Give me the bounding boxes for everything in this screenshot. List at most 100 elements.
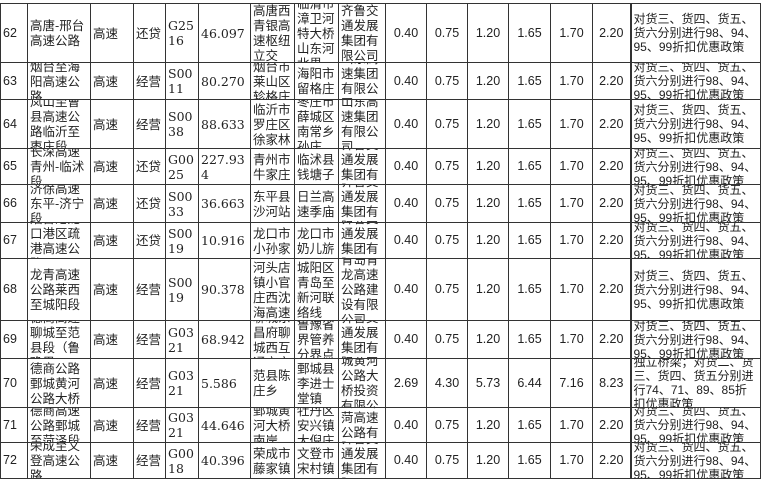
toll-rate: 0.75 — [434, 25, 460, 40]
charge-type: 还贷 — [136, 196, 162, 211]
road-name: 烟台至海阳高速公路 — [30, 63, 81, 99]
toll-rate-cell: 0.75 — [426, 184, 468, 223]
road-type-cell: 高速 — [90, 222, 134, 259]
toll-rate: 1.65 — [517, 25, 542, 40]
toll-rate-cell: 2.20 — [592, 148, 631, 185]
toll-rate: 1.70 — [559, 196, 584, 210]
toll-rate-cell: 0.75 — [426, 222, 468, 259]
road-code-cell: S0038 — [165, 99, 199, 149]
row-number: 67 — [3, 233, 17, 247]
toll-rate: 1.20 — [475, 233, 501, 247]
toll-rate-cell: 0.40 — [385, 3, 427, 63]
road-code-cell: G2516 — [165, 3, 199, 63]
start-point: 鄄城黄河大桥南岸 — [253, 408, 291, 442]
toll-rate-cell: 1.70 — [550, 184, 593, 223]
road-type-cell: 高速 — [90, 148, 134, 185]
toll-rate-cell: 1.70 — [550, 258, 593, 321]
road-name-cell: 济徐高速东平-济宁段 — [27, 184, 91, 223]
charge-type-cell: 经营 — [133, 99, 166, 149]
road-name-cell: 烟台至海阳高速公路 — [27, 62, 91, 100]
toll-rate: 1.65 — [517, 332, 542, 346]
road-length: 40.396 — [201, 453, 245, 468]
toll-rate: 0.40 — [393, 233, 419, 247]
road-type: 高速 — [93, 233, 119, 248]
end-point-cell: 日兰高速季庙 — [294, 184, 339, 223]
operating-company: 齐鲁交通发展集团有限公司 — [341, 444, 379, 478]
toll-rate-cell: 0.40 — [385, 148, 427, 185]
end-point: 文登市宋村镇 — [297, 445, 335, 476]
road-type: 高速 — [93, 25, 119, 41]
road-type-cell: 高速 — [90, 62, 134, 100]
road-length: 80.270 — [201, 73, 245, 89]
toll-rate: 0.40 — [393, 453, 419, 467]
toll-rate: 1.20 — [475, 417, 501, 432]
road-name-cell: 烟台港龙口港区疏港高速公路 — [27, 222, 91, 259]
row-number-cell: 62 — [0, 3, 28, 63]
toll-rate-cell: 1.70 — [550, 222, 593, 259]
operating-company-cell: 齐鲁交通发展集团有限公司 — [338, 222, 386, 259]
toll-rate-cell: 0.40 — [385, 222, 427, 259]
row-number-cell: 65 — [0, 148, 28, 185]
end-point-cell: 临沭县钱塘子 — [294, 148, 339, 185]
road-type-cell: 高速 — [90, 407, 134, 443]
road-code: S0011 — [168, 66, 193, 96]
road-type: 高速 — [93, 453, 119, 468]
toll-rate: 1.20 — [475, 73, 501, 88]
charge-type: 还贷 — [136, 25, 162, 41]
toll-rate-cell: 2.20 — [592, 320, 631, 359]
discount-policy: 对货三、货四、货五、货六分别进行98、94、95、99折扣优惠政策 — [633, 408, 757, 442]
operating-company-cell: 山东鄄菏高速公路有限公司 — [338, 407, 386, 443]
toll-rate-cell: 4.30 — [426, 358, 468, 408]
start-point-cell: 荣成市藤家镇 — [250, 442, 295, 479]
toll-rate-cell: 1.20 — [467, 184, 509, 223]
road-code: S0038 — [168, 109, 193, 139]
discount-policy-cell: 对货三、货四、货五、货六分别进行98、94、95、99折扣优惠政策 — [629, 184, 761, 223]
toll-rate: 0.75 — [434, 282, 460, 296]
toll-rate-cell: 1.65 — [508, 62, 551, 100]
operating-company: 齐鲁交通发展集团有限公司 — [341, 186, 379, 222]
toll-rate-cell: 1.20 — [467, 407, 509, 443]
toll-rate-cell: 1.20 — [467, 222, 509, 259]
toll-rate: 1.70 — [559, 25, 584, 40]
road-length: 10.916 — [201, 233, 245, 248]
toll-rate: 1.70 — [559, 159, 584, 173]
road-type-cell: 高速 — [90, 320, 134, 359]
toll-rate: 0.75 — [434, 332, 460, 346]
toll-rate: 0.75 — [434, 417, 460, 432]
road-name-cell: 德商公路鄄城黄河公路大桥 — [27, 358, 91, 408]
road-name-cell: 高唐-邢台高速公路 — [27, 3, 91, 63]
end-point: 日兰高速季庙 — [297, 188, 335, 219]
end-point: 枣庄市薛城区南常乡孙庄 — [297, 100, 335, 148]
road-code: G0321 — [168, 368, 194, 398]
toll-rate: 0.75 — [434, 233, 460, 247]
start-point-cell: 聊城东昌府聊城西互通立交 — [250, 320, 295, 359]
road-code-cell: G0321 — [165, 407, 199, 443]
toll-rate: 1.65 — [517, 282, 542, 296]
toll-road-table: 62高唐-邢台高速公路高速还贷G251646.097高唐西青银高速枢纽立交临清市… — [0, 3, 761, 479]
toll-rate-cell: 1.70 — [550, 62, 593, 100]
toll-rate: 4.30 — [434, 375, 460, 390]
toll-rate: 2.20 — [599, 282, 624, 296]
row-number: 62 — [3, 25, 17, 40]
toll-rate: 2.69 — [393, 375, 419, 390]
charge-type: 经营 — [136, 453, 162, 468]
toll-rate-cell: 0.40 — [385, 184, 427, 223]
row-number-cell: 67 — [0, 222, 28, 259]
end-point-cell: 龙口市奶儿旂 — [294, 222, 339, 259]
road-code: G0321 — [168, 410, 194, 440]
toll-rate: 0.40 — [393, 25, 419, 40]
toll-rate: 8.23 — [599, 375, 624, 390]
toll-rate-cell: 1.20 — [467, 442, 509, 479]
road-length: 44.646 — [201, 417, 245, 433]
road-code: S0019 — [168, 225, 193, 256]
toll-rate: 2.20 — [599, 233, 624, 247]
road-name: 德商高速公路鄄城至菏泽段 — [30, 408, 81, 442]
toll-rate: 1.65 — [517, 233, 542, 247]
charge-type-cell: 经营 — [133, 62, 166, 100]
charge-type-cell: 还贷 — [133, 184, 166, 223]
toll-rate: 1.20 — [475, 332, 501, 346]
road-code-cell: G0025 — [165, 148, 199, 185]
toll-rate: 2.20 — [599, 332, 624, 346]
toll-rate-cell: 0.40 — [385, 407, 427, 443]
